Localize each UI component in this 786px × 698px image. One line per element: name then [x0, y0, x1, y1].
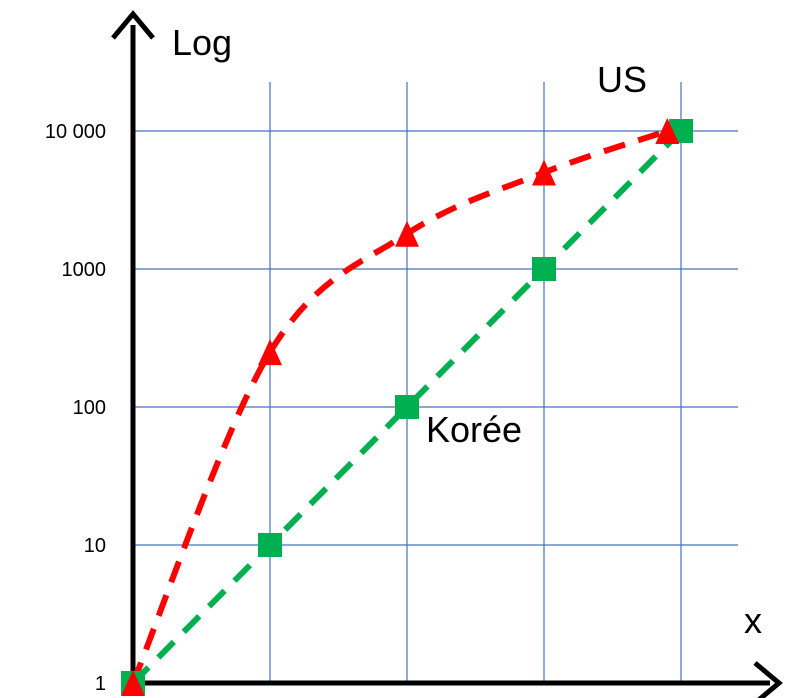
axes [111, 10, 783, 698]
y-tick-label: 1000 [62, 259, 107, 281]
series-line-us [130, 128, 669, 685]
data-point-us [395, 220, 419, 247]
series-lines [130, 128, 684, 686]
x-axis-label: x [744, 600, 762, 641]
y-tick-label: 100 [73, 397, 106, 419]
y-axis-arrowhead [111, 10, 155, 40]
y-tick-label: 1 [95, 673, 106, 695]
data-point-us [655, 118, 680, 144]
y-axis-label: Log [172, 22, 232, 63]
series-label-us: US [597, 59, 647, 100]
data-point-us [121, 670, 145, 696]
series-markers [121, 118, 693, 696]
y-tick-labels: 1 10 100 1000 10 000 [45, 121, 106, 695]
data-point-korea [532, 257, 556, 281]
data-point-korea [395, 395, 419, 419]
y-tick-label: 10 [84, 535, 106, 557]
series-label-korea: Korée [426, 409, 522, 450]
y-tick-label: 10 000 [45, 121, 106, 143]
x-axis-arrowhead [753, 661, 783, 698]
series-line-korea [130, 128, 684, 686]
data-point-us [258, 339, 282, 366]
data-point-korea [258, 533, 282, 557]
data-point-us [532, 159, 556, 186]
